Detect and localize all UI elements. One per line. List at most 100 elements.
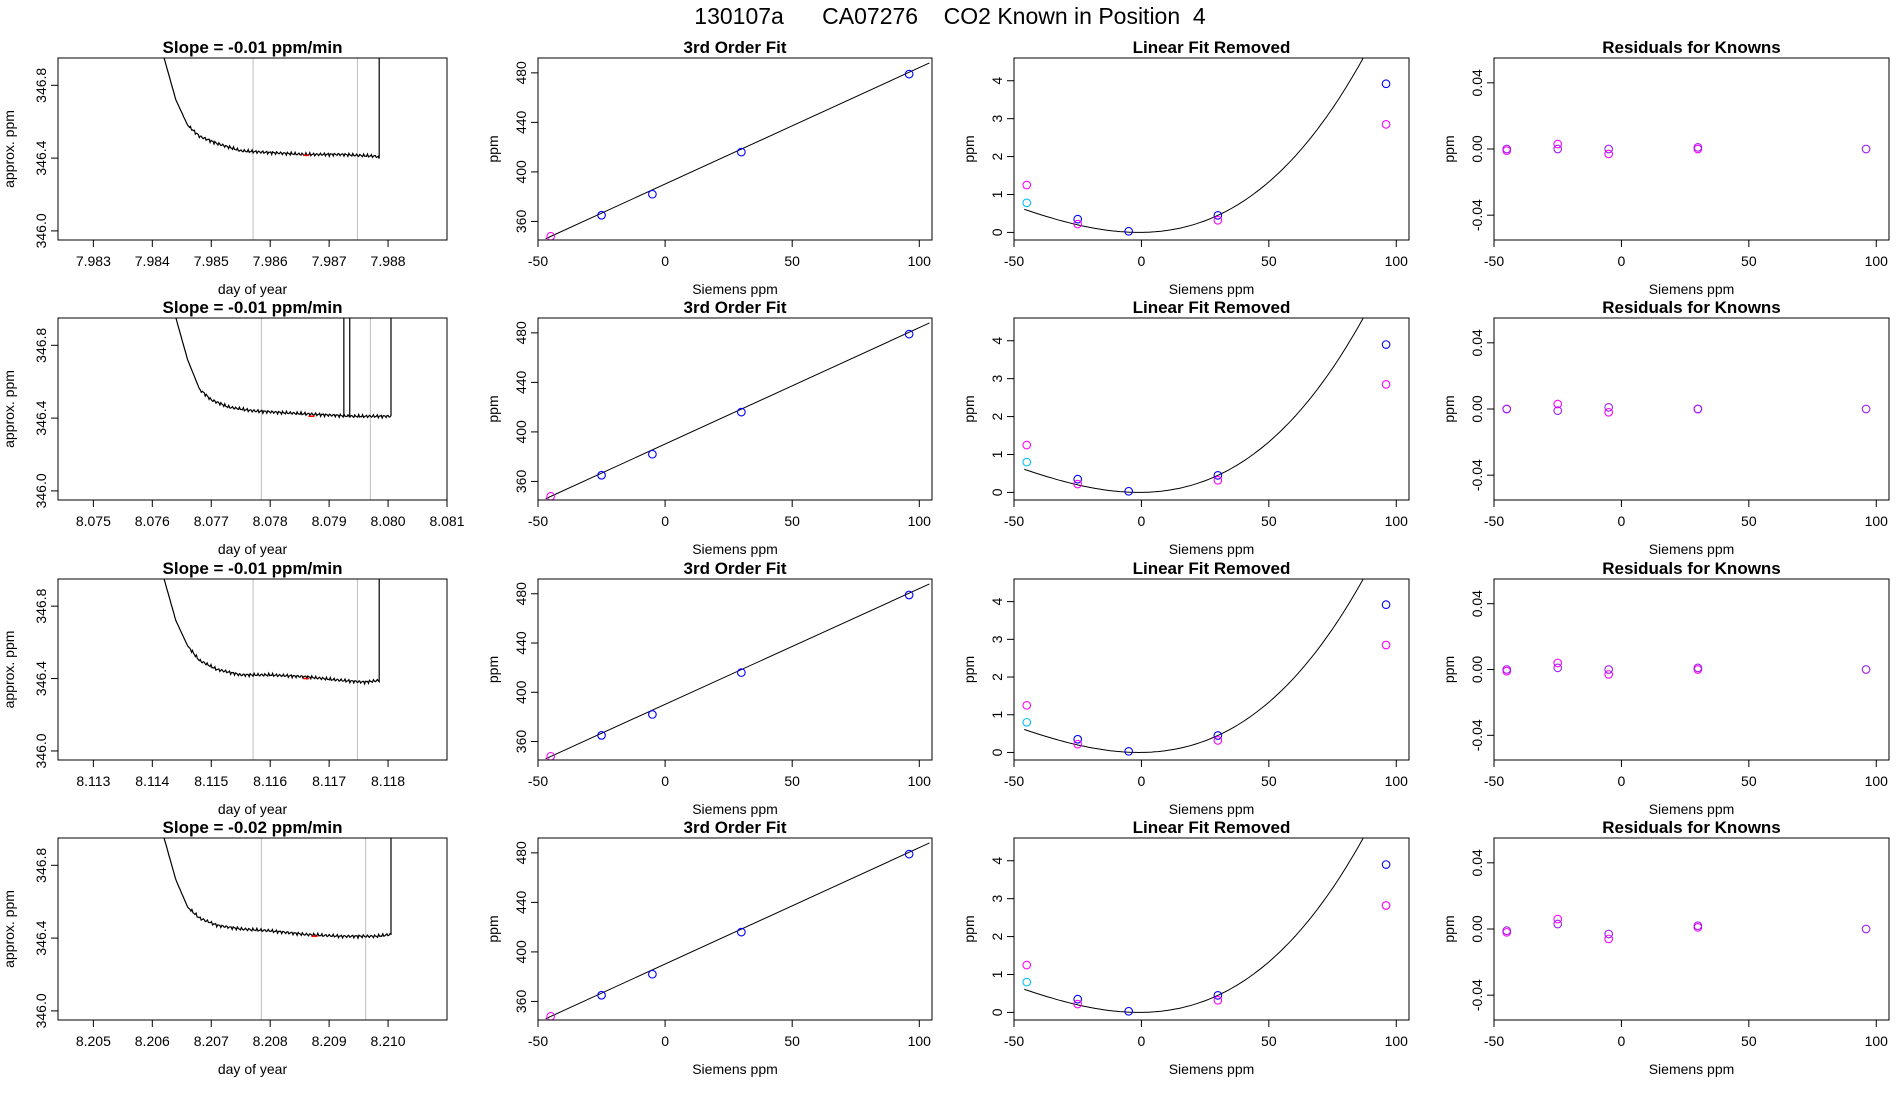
y-tick-label: 360 xyxy=(513,470,529,494)
panel-resid-0: Residuals for Knowns Siemens ppm ppm -50 0 50… xyxy=(1441,38,1890,297)
x-tick-label: 50 xyxy=(784,773,800,789)
x-tick-label: 0 xyxy=(661,513,669,529)
data-point xyxy=(1073,214,1083,224)
y-tick-label: -0.04 xyxy=(1469,719,1485,751)
data-point xyxy=(1502,926,1512,936)
y-tick-label: 2 xyxy=(989,932,1005,940)
plot-area xyxy=(545,322,930,500)
data-point xyxy=(1502,144,1512,154)
y-tick-label: 0.00 xyxy=(1469,395,1485,422)
x-tick-label: 7.988 xyxy=(371,253,406,269)
y-tick-label: 0.04 xyxy=(1469,69,1485,96)
y-axis-label: ppm xyxy=(1441,656,1457,683)
panel-fit3-3: 3rd Order Fit Siemens ppm ppm -50 0 50 100 360 4… xyxy=(485,818,933,1077)
data-point xyxy=(1381,640,1391,650)
panel-fit3-2: 3rd Order Fit Siemens ppm ppm -50 0 50 100 360 4… xyxy=(485,559,933,817)
panel-title: 3rd Order Fit xyxy=(684,298,787,317)
plot-area xyxy=(1022,579,1391,756)
x-tick-label: 50 xyxy=(1261,253,1277,269)
plot-area xyxy=(545,583,930,760)
panel-title: Slope = -0.01 ppm/min xyxy=(163,559,343,578)
x-tick-label: 0 xyxy=(1138,253,1146,269)
y-axis-label: ppm xyxy=(1441,395,1457,422)
data-point xyxy=(1022,977,1032,987)
fit-curve xyxy=(1024,58,1364,233)
x-tick-label: 50 xyxy=(1741,773,1757,789)
x-tick-label: 7.983 xyxy=(76,253,111,269)
x-tick-label: 0 xyxy=(1618,1033,1626,1049)
data-point xyxy=(1213,991,1223,1000)
x-tick-label: 8.118 xyxy=(371,773,405,789)
x-tick-label: 8.208 xyxy=(253,1033,288,1049)
panel-resid-1: Residuals for Knowns Siemens ppm ppm -50 0 50… xyxy=(1441,298,1890,557)
y-tick-label: 3 xyxy=(989,115,1005,123)
data-point xyxy=(1073,999,1083,1009)
y-tick-label: 1 xyxy=(989,190,1005,198)
x-tick-label: 8.115 xyxy=(194,773,228,789)
x-axis-label: day of year xyxy=(218,281,288,297)
y-tick-label: 346.8 xyxy=(33,588,49,623)
y-tick-label: 2 xyxy=(989,152,1005,160)
data-point xyxy=(1502,665,1512,674)
data-point xyxy=(546,1011,556,1020)
x-tick-label: 8.209 xyxy=(312,1033,347,1049)
x-tick-label: -50 xyxy=(528,513,548,529)
data-point xyxy=(904,590,914,600)
data-point xyxy=(904,849,914,859)
data-point xyxy=(1861,404,1871,414)
data-point xyxy=(1502,404,1512,414)
data-point xyxy=(1022,700,1032,710)
data-point xyxy=(737,927,746,937)
x-tick-label: 0 xyxy=(661,773,669,789)
y-tick-label: 0.04 xyxy=(1469,590,1485,617)
y-tick-label: 4 xyxy=(989,337,1005,345)
y-tick-label: 440 xyxy=(513,890,529,914)
panel-title: Slope = -0.01 ppm/min xyxy=(163,38,343,57)
plot-frame xyxy=(57,317,448,501)
x-tick-label: 8.205 xyxy=(76,1033,111,1049)
data-point xyxy=(1693,921,1703,931)
y-tick-label: 346.8 xyxy=(33,328,49,363)
x-axis-label: day of year xyxy=(218,1061,288,1077)
x-tick-label: -50 xyxy=(528,253,548,269)
y-tick-label: 360 xyxy=(513,210,529,234)
data-point xyxy=(1022,960,1032,970)
y-tick-label: 346.4 xyxy=(33,400,49,435)
data-point xyxy=(1604,402,1614,412)
panel-title: 3rd Order Fit xyxy=(684,38,787,57)
panel-timeseries-3: Slope = -0.02 ppm/min day of year approx. … xyxy=(1,818,448,1077)
y-tick-label: 2 xyxy=(989,412,1005,420)
panel-title: Linear Fit Removed xyxy=(1133,38,1291,57)
y-tick-label: -0.04 xyxy=(1469,199,1485,231)
y-tick-label: 480 xyxy=(513,61,529,85)
y-tick-label: 4 xyxy=(989,77,1005,85)
data-point xyxy=(1693,142,1703,152)
y-axis-label: approx. ppm xyxy=(1,110,17,188)
fit-curve xyxy=(1024,318,1364,493)
y-axis-label: ppm xyxy=(485,915,501,942)
plot-area xyxy=(1022,838,1391,1016)
data-point xyxy=(1213,731,1223,740)
y-tick-label: 1 xyxy=(989,970,1005,978)
x-tick-label: 50 xyxy=(1261,773,1277,789)
panel-title: Slope = -0.01 ppm/min xyxy=(163,298,343,317)
fit-curve xyxy=(1024,579,1364,754)
panel-title: 3rd Order Fit xyxy=(684,818,787,837)
y-tick-label: 0.04 xyxy=(1469,329,1485,356)
plot-frame xyxy=(57,57,448,241)
y-tick-label: 400 xyxy=(513,680,529,704)
data-point xyxy=(546,751,556,760)
data-point xyxy=(1022,457,1032,467)
data-point xyxy=(1073,219,1083,229)
panel-timeseries-1: Slope = -0.01 ppm/min day of year approx. … xyxy=(1,298,465,557)
plot-area xyxy=(1502,139,1871,159)
data-point xyxy=(1124,226,1134,236)
data-point xyxy=(1381,79,1391,89)
x-tick-label: 50 xyxy=(784,1033,800,1049)
data-point xyxy=(597,210,606,220)
x-tick-label: 0 xyxy=(661,253,669,269)
x-tick-label: 100 xyxy=(908,253,932,269)
data-point xyxy=(1861,924,1871,934)
